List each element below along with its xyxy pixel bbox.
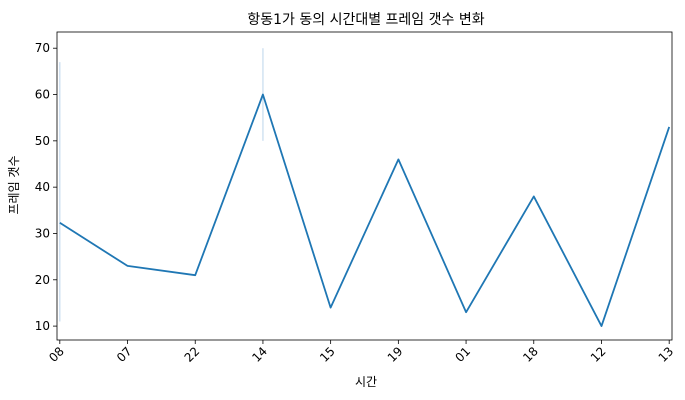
x-tick-label: 12 — [588, 344, 609, 365]
y-tick-label: 10 — [35, 319, 50, 333]
plot-frame — [56, 31, 673, 341]
y-axis-label: 프레임 갯수 — [7, 155, 21, 214]
x-tick-label: 22 — [182, 344, 203, 365]
x-tick-label: 19 — [385, 344, 406, 365]
y-tick-label: 30 — [35, 226, 50, 240]
x-tick-label: 15 — [317, 344, 338, 365]
y-tick-label: 70 — [35, 41, 50, 55]
series-line — [59, 93, 671, 328]
chart-title: 항동1가 동의 시간대별 프레임 갯수 변화 — [247, 12, 484, 28]
y-tick-label: 60 — [35, 88, 50, 102]
x-tick-label: 07 — [114, 344, 135, 365]
y-tick-label: 50 — [35, 134, 50, 148]
plot-area: 10 20 30 40 50 60 70 08 07 22 14 15 19 01 18 12 13 — [35, 31, 677, 365]
x-tick-label: 08 — [46, 344, 67, 365]
x-tick-label: 01 — [452, 344, 473, 365]
y-tick-label: 20 — [35, 273, 50, 287]
y-tick-label: 40 — [35, 180, 50, 194]
x-tick-label: 18 — [520, 344, 541, 365]
x-axis-label: 시간 — [355, 375, 377, 389]
x-tick-label: 13 — [656, 344, 677, 365]
x-tick-label: 14 — [249, 344, 270, 365]
